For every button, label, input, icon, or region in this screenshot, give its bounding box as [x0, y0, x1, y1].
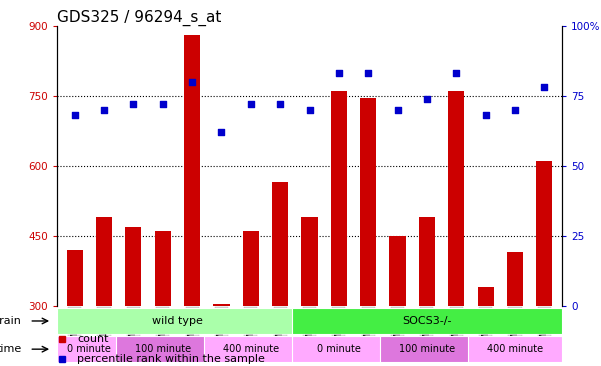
Bar	[243, 231, 259, 366]
Bar	[57, 336, 121, 362]
Point	[70, 112, 79, 118]
Bar	[507, 252, 523, 366]
Bar	[478, 287, 493, 366]
Point	[305, 107, 314, 113]
Bar	[126, 227, 141, 366]
Text: percentile rank within the sample: percentile rank within the sample	[78, 354, 265, 364]
Bar	[204, 336, 297, 362]
Text: strain: strain	[0, 316, 22, 326]
Point	[334, 70, 344, 76]
Bar	[184, 35, 200, 366]
Text: 100 minute: 100 minute	[135, 344, 191, 354]
Bar	[389, 236, 406, 366]
Bar	[302, 217, 317, 366]
Point	[393, 107, 403, 113]
Bar	[213, 304, 230, 366]
Text: count: count	[78, 333, 109, 344]
Point	[481, 112, 490, 118]
Point	[129, 101, 138, 107]
Point	[510, 107, 520, 113]
Text: SOCS3-/-: SOCS3-/-	[402, 316, 452, 326]
Bar	[331, 91, 347, 366]
Bar	[272, 182, 288, 366]
Bar	[154, 231, 171, 366]
Point	[216, 129, 226, 135]
Point	[158, 101, 168, 107]
Bar	[67, 250, 83, 366]
Point	[364, 70, 373, 76]
Point	[275, 101, 285, 107]
Bar	[292, 308, 562, 334]
Text: 0 minute: 0 minute	[317, 344, 361, 354]
Point	[540, 85, 549, 90]
Bar	[536, 161, 552, 366]
Bar	[57, 308, 297, 334]
Point	[451, 70, 461, 76]
Text: 400 minute: 400 minute	[223, 344, 279, 354]
Bar	[448, 91, 465, 366]
Bar	[360, 98, 376, 366]
Text: time: time	[0, 344, 22, 354]
Bar	[468, 336, 562, 362]
Text: 400 minute: 400 minute	[487, 344, 543, 354]
Point	[422, 96, 432, 101]
Text: wild type: wild type	[152, 316, 203, 326]
Bar	[116, 336, 210, 362]
Bar	[419, 217, 435, 366]
Text: GDS325 / 96294_s_at: GDS325 / 96294_s_at	[57, 10, 222, 26]
Point	[246, 101, 255, 107]
Text: 100 minute: 100 minute	[399, 344, 455, 354]
Bar	[380, 336, 474, 362]
Bar	[96, 217, 112, 366]
Point	[188, 79, 197, 85]
Bar	[292, 336, 386, 362]
Text: 0 minute: 0 minute	[67, 344, 111, 354]
Point	[99, 107, 109, 113]
